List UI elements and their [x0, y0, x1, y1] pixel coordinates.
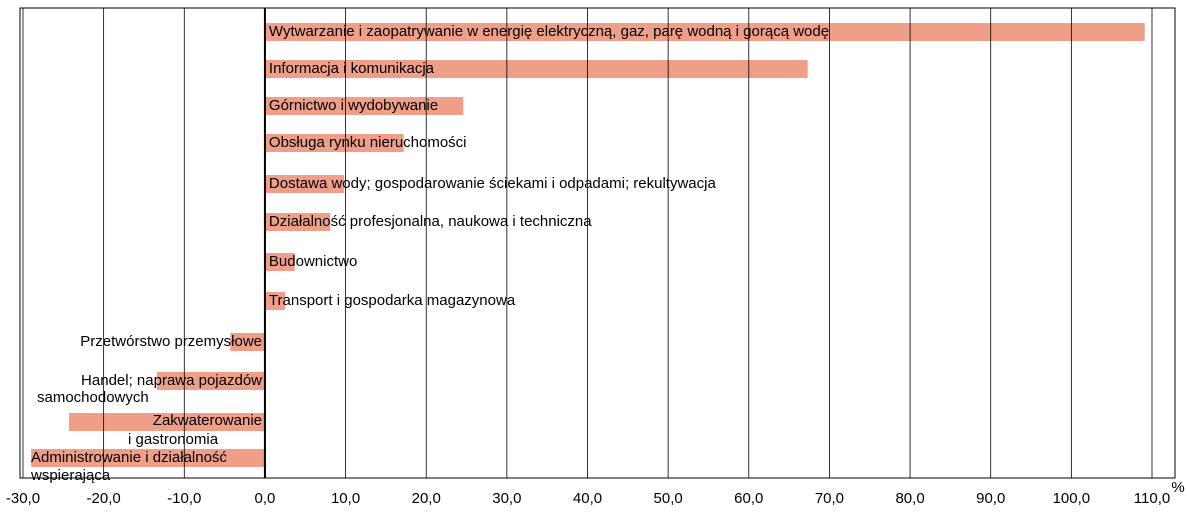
- x-tick-label: 40,0: [573, 490, 602, 507]
- x-tick-label: 100,0: [1053, 490, 1091, 507]
- bar: [264, 134, 404, 152]
- bars: [31, 23, 1145, 467]
- category-label: Administrowanie i działalność: [31, 449, 227, 466]
- category-label: Transport i gospodarka magazynowa: [269, 292, 516, 309]
- category-label: Handel; naprawa pojazdów: [81, 372, 262, 389]
- bar: [264, 97, 464, 115]
- x-tick-label: 30,0: [492, 490, 521, 507]
- bar: [264, 23, 1145, 41]
- x-tick-label: 70,0: [815, 490, 844, 507]
- bar: [264, 175, 344, 193]
- x-tick-label: 60,0: [734, 490, 763, 507]
- category-label: samochodowych: [37, 389, 149, 406]
- category-label: Budownictwo: [269, 253, 357, 270]
- bar: [264, 60, 808, 78]
- category-label: i gastronomia: [128, 431, 219, 448]
- category-label: Przetwórstwo przemysłowe: [80, 333, 262, 350]
- x-tick-label: 80,0: [895, 490, 924, 507]
- bar: [68, 413, 265, 431]
- x-unit: %: [1171, 479, 1184, 496]
- bar: [31, 449, 265, 467]
- bar: [264, 213, 331, 231]
- x-tick-label: 20,0: [412, 490, 441, 507]
- category-label: Obsługa rynku nieruchomości: [269, 134, 467, 151]
- category-label: Informacja i komunikacja: [269, 60, 435, 77]
- category-label: Dostawa wody; gospodarowanie ściekami i …: [269, 175, 717, 192]
- category-label: Działalność profesjonalna, naukowa i tec…: [269, 213, 592, 230]
- category-label: Górnictwo i wydobywanie: [269, 97, 438, 114]
- x-tick-label: 110,0: [1134, 490, 1170, 507]
- bar: [230, 333, 265, 351]
- category-label: Wytwarzanie i zaopatrywanie w energię el…: [269, 23, 829, 40]
- x-tick-label: -20,0: [87, 490, 121, 507]
- bar: [264, 292, 286, 310]
- bar: [264, 253, 295, 271]
- x-tick-label: 90,0: [976, 490, 1005, 507]
- category-label: wspierająca: [30, 467, 111, 484]
- category-label: Zakwaterowanie: [153, 412, 262, 429]
- x-tick-label: 0,0: [254, 490, 275, 507]
- plot-frame: [19, 7, 1176, 479]
- bar: [156, 372, 265, 390]
- x-tick-label: -30,0: [6, 490, 40, 507]
- x-tick-label: -10,0: [167, 490, 201, 507]
- x-tick-label: 10,0: [331, 490, 360, 507]
- x-tick-label: 50,0: [654, 490, 683, 507]
